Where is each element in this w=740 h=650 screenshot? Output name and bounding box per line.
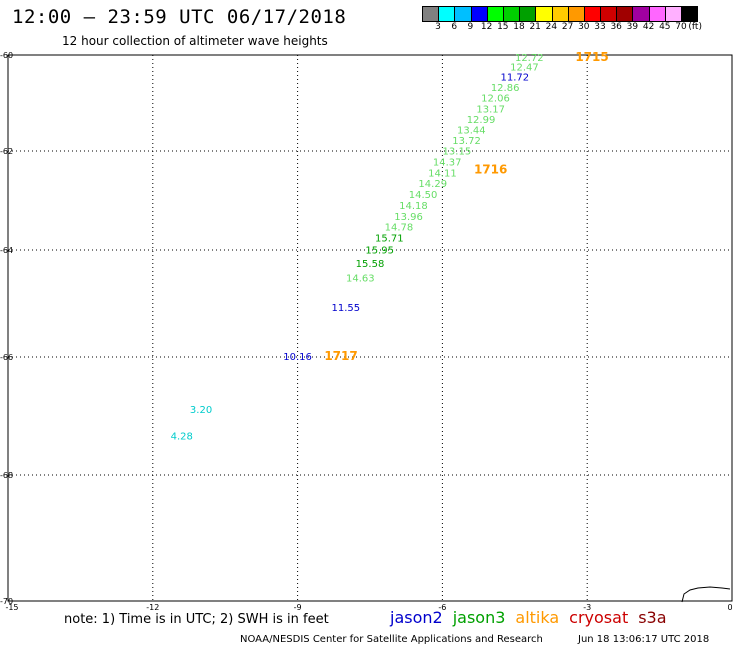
longitude-tick-label: -3	[583, 603, 591, 610]
observation-labels: 12.7212.4711.7212.8612.0613.1712.9913.44…	[171, 53, 544, 443]
legend-swatch	[536, 7, 553, 21]
wave-height-label: 14.50	[409, 190, 438, 201]
legend-label: 12	[480, 22, 493, 32]
legend-label: 33	[594, 22, 606, 32]
wave-height-label: 14.11	[428, 168, 457, 179]
latitude-tick-label: -70	[0, 597, 13, 606]
latitude-tick-label: -62	[0, 147, 13, 156]
legend-swatch	[487, 7, 504, 21]
wave-height-label: 14.63	[346, 273, 375, 284]
wave-height-label: 12.72	[515, 53, 544, 64]
wave-height-label: 13.17	[476, 104, 505, 115]
legend-swatch	[568, 7, 585, 21]
wave-height-label: 4.28	[171, 431, 193, 442]
legend-label: 36	[610, 22, 622, 32]
legend-label: 3	[435, 22, 441, 32]
legend-swatch	[584, 7, 602, 21]
legend-label: 24	[545, 22, 558, 32]
legend-label: 27	[561, 22, 574, 32]
footer-credit: NOAA/NESDIS Center for Satellite Applica…	[240, 634, 543, 645]
wave-height-label: 11.55	[332, 303, 361, 314]
page-title: 12:00 – 23:59 UTC 06/17/2018	[12, 6, 347, 28]
wave-height-label: 14.78	[385, 223, 414, 234]
map-axis-labels: -15 -12 -9 -6 -3 0 -60 -62 -64 -66 -68 -70	[0, 51, 733, 610]
wave-height-label: 12.86	[491, 83, 520, 94]
wave-height-label: 12.47	[510, 63, 539, 74]
legend-label: 6	[451, 22, 458, 32]
longitude-tick-label: -15	[5, 603, 18, 610]
legend-swatch	[665, 7, 682, 21]
wave-height-map: -15 -12 -9 -6 -3 0-60-62-64-66-68-70 12.7212.…	[0, 50, 733, 610]
legend-label: 45	[659, 22, 671, 32]
longitude-tick-label: -6	[438, 603, 446, 610]
legend-unit: (ft)	[688, 22, 702, 32]
legend-label: 21	[529, 22, 541, 32]
legend-swatch	[633, 7, 650, 21]
wave-height-label: 12.99	[467, 115, 496, 126]
legend-label: 70	[675, 22, 687, 32]
wave-height-label: 13.15	[443, 147, 472, 158]
legend-swatch	[649, 7, 666, 21]
time-marker-labels: 1715 1716 1717	[324, 50, 608, 363]
legend-label: 9	[467, 22, 474, 32]
wave-height-color-legend	[422, 6, 699, 22]
wave-height-label: 13.96	[394, 212, 423, 223]
legend-swatch	[471, 7, 488, 21]
satellite-name: altika	[515, 608, 560, 627]
legend-label: 30	[578, 22, 590, 32]
legend-swatch	[423, 7, 440, 21]
satellite-name: jason2	[390, 608, 443, 627]
page-subtitle: 12 hour collection of altimeter wave hei…	[62, 34, 328, 48]
wave-height-label: 15.58	[356, 259, 385, 270]
wave-height-label: 10.16	[283, 352, 312, 363]
legend-label: 18	[513, 22, 525, 32]
legend-swatch	[552, 7, 569, 21]
longitude-tick-label: 0	[727, 603, 732, 610]
legend-swatch	[439, 7, 456, 21]
wave-height-label: 11.72	[500, 73, 529, 84]
wave-height-label: 13.44	[457, 125, 486, 136]
legend-label: 15	[497, 22, 509, 32]
wave-height-label: 12.06	[481, 94, 510, 105]
latitude-tick-label: -60	[0, 51, 13, 60]
map-frame	[7, 54, 733, 602]
satellite-legend: jason2 jason3 altika cryosat s3a	[390, 608, 677, 627]
wave-height-label: 13.72	[452, 136, 481, 147]
wave-height-label: 14.37	[433, 157, 462, 168]
legend-label: 42	[642, 22, 655, 32]
legend-swatch	[601, 7, 618, 21]
wave-height-label: 14.18	[399, 201, 428, 212]
legend-swatch	[682, 7, 698, 21]
wave-height-label: 15.71	[375, 234, 404, 245]
coastline	[681, 586, 731, 603]
time-marker-label: 1716	[474, 162, 507, 176]
wave-height-label: 3.20	[190, 405, 212, 416]
legend-labels: 3 6 9 12 15 18 21 24 27 30 33 36 39 42 45 70 (ft)	[430, 22, 740, 34]
longitude-tick-label: -12	[146, 603, 159, 610]
map-gridlines	[8, 55, 732, 601]
latitude-tick-label: -64	[0, 246, 13, 255]
legend-swatch	[520, 7, 537, 21]
latitude-tick-label: -68	[0, 471, 13, 480]
longitude-tick-label: -9	[294, 603, 302, 610]
legend-swatch	[617, 7, 634, 21]
footer-timestamp: Jun 18 13:06:17 UTC 2018	[578, 634, 710, 645]
time-marker-label: 1715	[575, 50, 608, 64]
satellite-name: jason3	[452, 608, 506, 627]
legend-label: 39	[626, 22, 639, 32]
legend-swatch	[455, 7, 472, 21]
wave-height-label: 14.29	[418, 179, 447, 190]
satellite-name: cryosat	[569, 608, 629, 627]
footer-note: note: 1) Time is in UTC; 2) SWH is in fe…	[64, 612, 329, 627]
latitude-tick-label: -66	[0, 353, 13, 362]
legend-swatch	[503, 7, 521, 21]
wave-height-label: 15.95	[365, 246, 394, 257]
time-marker-label: 1717	[324, 349, 357, 363]
satellite-name: s3a	[638, 608, 667, 627]
